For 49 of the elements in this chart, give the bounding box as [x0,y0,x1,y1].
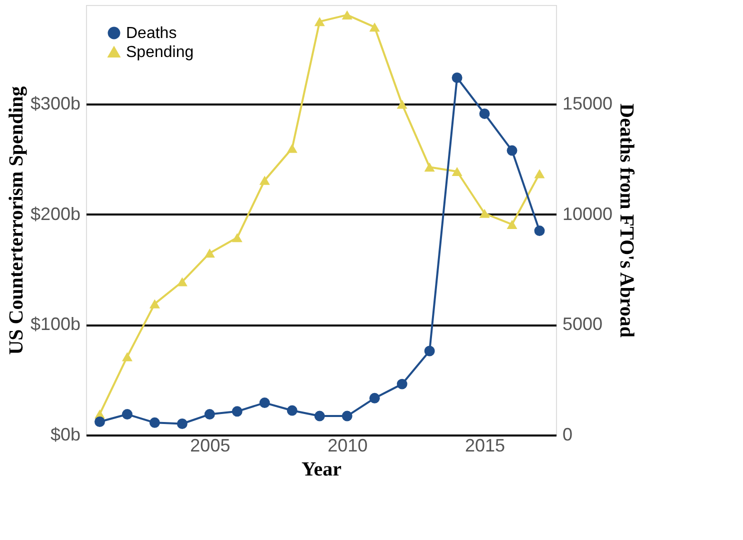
point [506,220,518,229]
point [176,277,188,286]
point [452,166,462,176]
y2-tick-label: 5000 [562,314,603,334]
point [534,169,545,178]
legend-label: Spending [126,44,194,61]
y2-tick-label: 0 [562,424,573,444]
point [369,22,380,32]
point [232,233,242,242]
point [259,176,270,185]
point [479,208,490,218]
point [396,100,408,109]
point [204,409,215,420]
point [149,299,160,308]
y2-axis-title: Deaths from FTO's Abroad [616,104,638,338]
y-tick-label: $300b [30,94,80,114]
x-tick-label: 2015 [465,436,506,456]
point [534,226,545,236]
point [424,162,435,172]
point [176,418,188,429]
point [452,72,462,84]
point [369,392,380,404]
x-axis-title: Year [302,458,342,480]
point [204,248,215,258]
y-axis-title: US Counterterrorism Spending [5,86,28,355]
point [424,346,435,356]
point [94,416,105,428]
y2-tick-label: 15000 [562,94,613,114]
point [286,144,298,153]
point [314,16,325,26]
point [342,410,352,422]
y-tick-label: $0b [50,424,80,444]
point [149,417,160,428]
point [232,406,242,417]
point [479,108,490,119]
point [122,409,132,420]
x-tick-label: 2005 [190,436,230,456]
point [396,378,408,390]
legend-label: Deaths [126,25,177,42]
point [506,145,518,156]
y-tick-label: $100b [30,314,80,334]
x-tick-label: 2010 [328,436,368,456]
y-tick-label: $200b [30,204,80,224]
point [259,398,270,408]
point [314,410,325,422]
y2-tick-label: 10000 [562,204,613,224]
point [342,10,352,20]
point [286,405,298,416]
point [122,352,132,362]
